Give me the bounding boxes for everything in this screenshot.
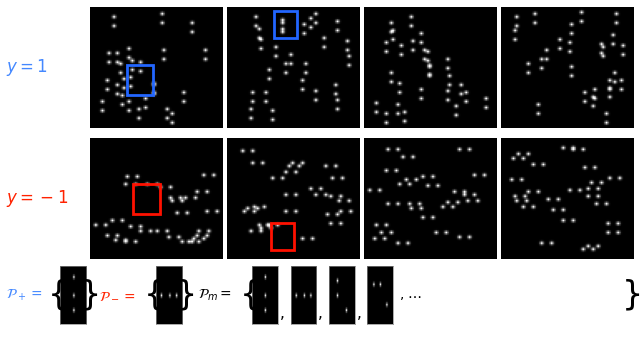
Bar xyxy=(133,184,160,214)
Text: $\mathcal{P}_m=$: $\mathcal{P}_m=$ xyxy=(198,287,232,303)
Text: $\{$: $\{$ xyxy=(47,277,66,313)
Text: $\mathcal{P}_-=$: $\mathcal{P}_-=$ xyxy=(99,288,136,302)
Text: $y=1$: $y=1$ xyxy=(6,57,48,78)
Bar xyxy=(274,11,297,38)
Text: $y=-1$: $y=-1$ xyxy=(6,188,68,209)
Text: ,: , xyxy=(356,306,362,321)
Text: ,: , xyxy=(280,306,285,321)
Text: $\{$: $\{$ xyxy=(239,277,258,313)
Text: $\{$: $\{$ xyxy=(143,277,162,313)
Text: $\mathcal{P}_+=$: $\mathcal{P}_+=$ xyxy=(6,287,43,303)
Bar xyxy=(271,223,294,250)
Text: $\}$: $\}$ xyxy=(621,277,640,313)
Text: ,: , xyxy=(318,306,323,321)
Text: $\}$: $\}$ xyxy=(79,277,99,313)
Text: $\}$: $\}$ xyxy=(175,277,195,313)
Text: , $\ldots$: , $\ldots$ xyxy=(399,288,422,302)
Bar xyxy=(127,65,153,95)
